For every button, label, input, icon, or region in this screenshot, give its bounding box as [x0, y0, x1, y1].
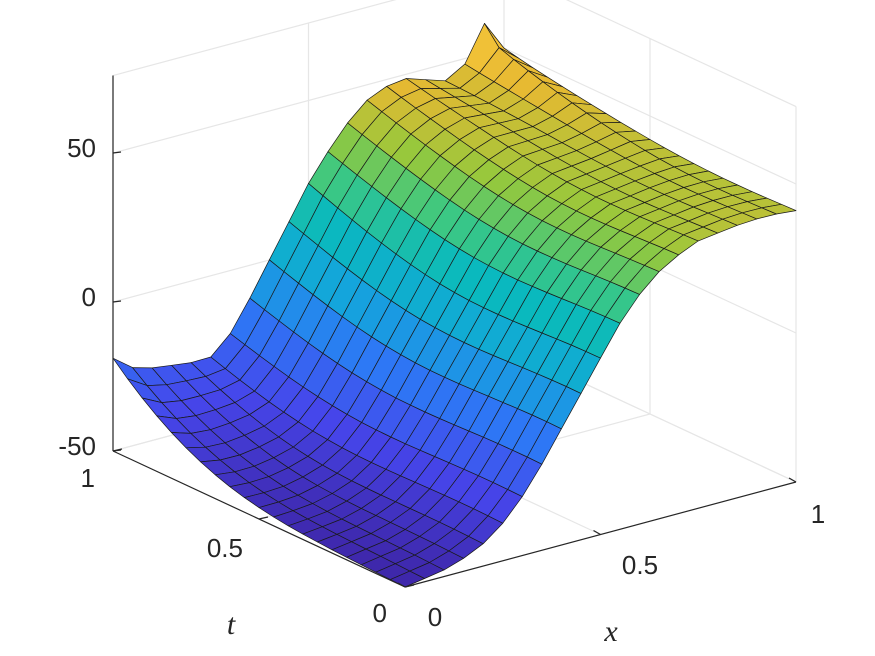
x-axis-label: x — [603, 615, 618, 648]
z-tick-0 — [112, 300, 122, 303]
z-tick-label-50: 50 — [67, 133, 96, 163]
axes-lines — [112, 75, 797, 588]
t-axis-label: t — [227, 608, 236, 641]
x-tick-0.5 — [593, 529, 601, 536]
t-tick-0 — [404, 584, 415, 588]
surface-mesh — [112, 23, 797, 588]
x-tick-label-0.5: 0.5 — [622, 550, 658, 580]
x-tick-label-0: 0 — [428, 602, 442, 632]
t-tick-label-0: 0 — [373, 598, 387, 628]
x-tick-label-1: 1 — [811, 499, 825, 529]
z-tick-50 — [112, 151, 122, 154]
x-tick-0 — [397, 582, 406, 588]
t-tick-label-0.5: 0.5 — [207, 533, 243, 563]
z-tick-label-0: 0 — [82, 282, 96, 312]
surface-patch-19-0 — [761, 203, 797, 215]
t-tick-1 — [112, 448, 123, 452]
t-tick-label-1: 1 — [81, 463, 95, 493]
x-tick-1 — [788, 477, 797, 483]
t-tick-0.5 — [258, 516, 269, 520]
z-tick-label-neg50: -50 — [58, 431, 96, 461]
